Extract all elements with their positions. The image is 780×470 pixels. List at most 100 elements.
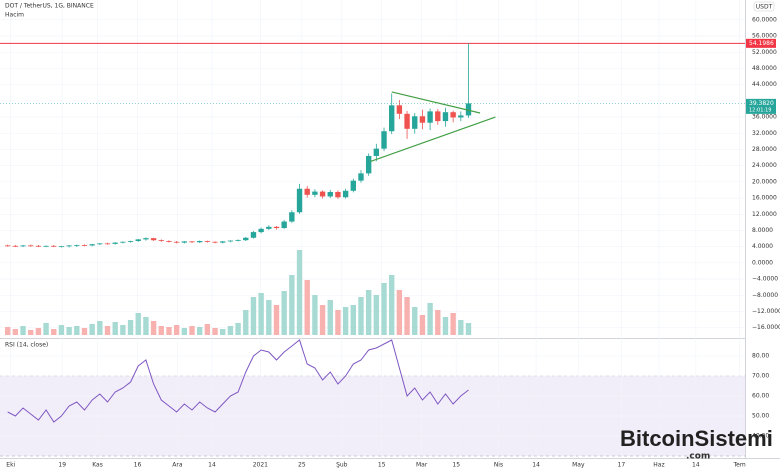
candle-body bbox=[465, 103, 472, 116]
y-tick-label: 48.0000 bbox=[752, 65, 777, 72]
x-tick-label: 2021 bbox=[253, 462, 268, 469]
volume-bar bbox=[296, 250, 303, 335]
volume-bar bbox=[28, 330, 34, 335]
level-label: 54.1986 bbox=[749, 40, 774, 47]
volume-bar bbox=[289, 275, 295, 335]
volume-bar bbox=[427, 303, 433, 335]
candle-body bbox=[74, 245, 80, 246]
y-tick-label: 4.0000 bbox=[752, 243, 773, 250]
candle-body bbox=[127, 241, 134, 242]
candle-body bbox=[158, 240, 164, 242]
candle-body bbox=[143, 238, 149, 240]
level-label-box bbox=[746, 38, 776, 48]
volume-bar bbox=[281, 291, 287, 335]
y-tick-label: 44.0000 bbox=[752, 81, 777, 88]
volume-bar bbox=[166, 327, 172, 335]
candle-body bbox=[35, 245, 42, 247]
volume-bar bbox=[97, 321, 103, 335]
last-price-box bbox=[746, 98, 776, 114]
candle-body bbox=[243, 237, 249, 241]
rsi-tick-label: 50.00 bbox=[752, 413, 769, 420]
x-tick-label: May bbox=[572, 462, 585, 469]
candle-body bbox=[350, 180, 356, 191]
last-price-label: 39.3820 bbox=[749, 100, 774, 107]
volume-bar bbox=[450, 313, 456, 335]
volume-bar bbox=[127, 320, 134, 335]
x-tick-label: 17 bbox=[618, 462, 626, 469]
candle-body bbox=[442, 112, 449, 122]
candle-body bbox=[396, 105, 403, 114]
y-tick-label: 8.0000 bbox=[752, 227, 773, 234]
x-tick-label: Şub bbox=[336, 462, 348, 469]
candle-body bbox=[104, 243, 111, 245]
y-tick-label: 12.0000 bbox=[752, 211, 777, 218]
candle-body bbox=[51, 245, 57, 247]
volume-bar bbox=[4, 327, 11, 335]
x-tick-label: 15 bbox=[452, 462, 460, 469]
y-tick-label: −16.0000 bbox=[752, 324, 780, 331]
candle-body bbox=[389, 105, 395, 132]
volume-bar bbox=[204, 324, 211, 335]
candle-body bbox=[112, 242, 118, 244]
watermark: BitcoinSistemi bbox=[620, 426, 773, 451]
candle-body bbox=[166, 241, 172, 242]
candle-body bbox=[220, 241, 226, 243]
candle-body bbox=[135, 239, 141, 242]
candle-body bbox=[304, 188, 310, 195]
volume-bar bbox=[335, 310, 341, 335]
volume-bar bbox=[81, 328, 88, 335]
candle-body bbox=[212, 241, 218, 243]
candle-body bbox=[404, 113, 410, 129]
volume-bar bbox=[112, 322, 118, 335]
candle-body bbox=[450, 112, 456, 118]
volume-bar bbox=[342, 307, 349, 335]
candle-body bbox=[250, 232, 257, 238]
x-tick-label: Tem bbox=[733, 462, 746, 469]
volume-bar bbox=[51, 329, 57, 335]
candle-body bbox=[58, 246, 65, 248]
volume-bar bbox=[89, 324, 95, 335]
volume-label: Hacim bbox=[5, 12, 24, 19]
x-tick-label: 19 bbox=[58, 462, 66, 469]
candle-body bbox=[4, 245, 11, 247]
candle-body bbox=[335, 191, 341, 198]
candle-body bbox=[12, 245, 19, 247]
candle-body bbox=[427, 111, 433, 123]
volume-bar bbox=[66, 327, 72, 335]
volume-bar bbox=[404, 297, 410, 335]
watermark-suffix: .com bbox=[686, 452, 710, 462]
x-tick-label: Eki bbox=[6, 462, 15, 469]
candle-body bbox=[150, 238, 157, 241]
y-tick-label: −12.0000 bbox=[752, 308, 780, 315]
candle-body bbox=[365, 155, 372, 174]
volume-bar bbox=[458, 320, 464, 335]
volume-bar bbox=[43, 323, 49, 335]
candle-body bbox=[435, 111, 441, 122]
volume-bar bbox=[212, 328, 218, 335]
y-tick-label: 16.0000 bbox=[752, 195, 777, 202]
candle-body bbox=[373, 148, 380, 156]
candle-body bbox=[312, 191, 318, 195]
volume-bar bbox=[181, 328, 188, 335]
candle-body bbox=[66, 245, 72, 247]
y-tick-label: 52.0000 bbox=[752, 49, 777, 56]
y-tick-label: 36.0000 bbox=[752, 114, 777, 121]
x-tick-label: 15 bbox=[378, 462, 386, 469]
volume-bar bbox=[58, 325, 65, 335]
volume-bar bbox=[327, 300, 333, 335]
y-tick-label: −8.0000 bbox=[752, 292, 778, 299]
candle-body bbox=[189, 241, 195, 243]
candle-body bbox=[81, 245, 88, 246]
candle-body bbox=[258, 228, 264, 233]
volume-bar bbox=[435, 310, 441, 335]
candle-body bbox=[327, 191, 333, 197]
volume-bar bbox=[120, 325, 126, 335]
volume-bar bbox=[312, 295, 318, 335]
candle-body bbox=[358, 173, 364, 181]
volume-bar bbox=[243, 310, 249, 335]
y-tick-label: −4.0000 bbox=[752, 276, 778, 283]
x-tick-label: 14 bbox=[208, 462, 216, 469]
chart-title: DOT / TetherUS, 1G, BINANCE bbox=[5, 3, 94, 10]
volume-bar bbox=[235, 323, 241, 335]
y-tick-label: 56.0000 bbox=[752, 33, 777, 40]
